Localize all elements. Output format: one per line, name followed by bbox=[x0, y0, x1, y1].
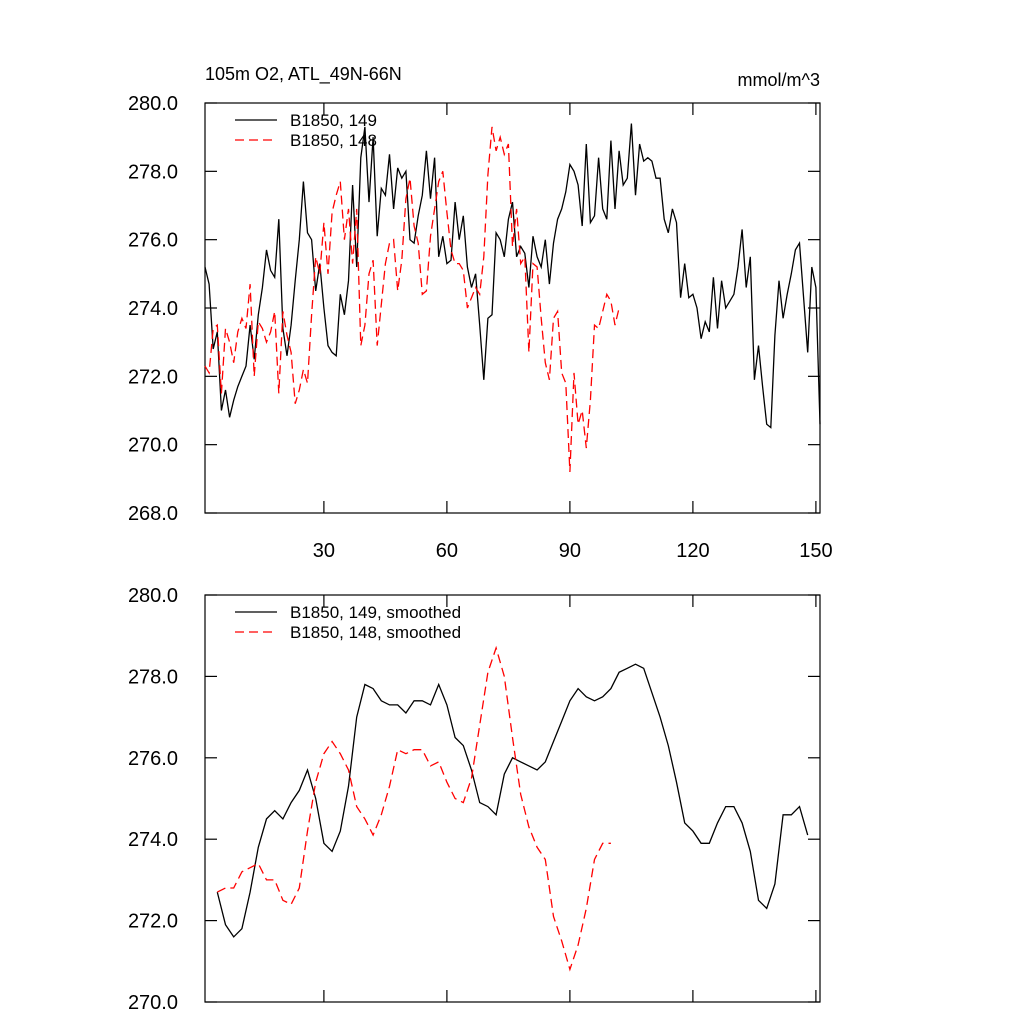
x-tick-label: 60 bbox=[436, 540, 458, 562]
y-tick-label: 270.0 bbox=[128, 992, 178, 1014]
y-tick-label: 280.0 bbox=[128, 585, 178, 607]
x-tick-label: 90 bbox=[559, 540, 581, 562]
y-tick-label: 272.0 bbox=[128, 366, 178, 388]
series-line bbox=[204, 123, 821, 429]
x-tick-label: 30 bbox=[313, 540, 335, 562]
legend-label: B1850, 148, smoothed bbox=[290, 623, 461, 642]
series-line bbox=[216, 663, 809, 938]
legend-label: B1850, 149 bbox=[290, 111, 377, 130]
y-tick-label: 270.0 bbox=[128, 435, 178, 457]
y-tick-label: 278.0 bbox=[128, 666, 178, 688]
x-tick-label: 120 bbox=[676, 540, 709, 562]
y-tick-label: 278.0 bbox=[128, 161, 178, 183]
series-line bbox=[217, 645, 611, 972]
y-tick-label: 280.0 bbox=[128, 93, 178, 115]
chart-title: 105m O2, ATL_49N-66N bbox=[205, 64, 402, 85]
y-tick-label: 274.0 bbox=[128, 829, 178, 851]
y-tick-label: 274.0 bbox=[128, 298, 178, 320]
plot-frame bbox=[204, 594, 821, 1003]
y-tick-label: 272.0 bbox=[128, 911, 178, 933]
y-tick-label: 276.0 bbox=[128, 748, 178, 770]
x-tick-label: 150 bbox=[799, 540, 832, 562]
legend-label: B1850, 148 bbox=[290, 131, 377, 150]
y-tick-label: 276.0 bbox=[128, 230, 178, 252]
series-line bbox=[204, 126, 620, 473]
unit-label: mmol/m^3 bbox=[738, 70, 820, 90]
plot-frame bbox=[204, 102, 821, 514]
legend-label: B1850, 149, smoothed bbox=[290, 603, 461, 622]
y-tick-label: 268.0 bbox=[128, 503, 178, 525]
